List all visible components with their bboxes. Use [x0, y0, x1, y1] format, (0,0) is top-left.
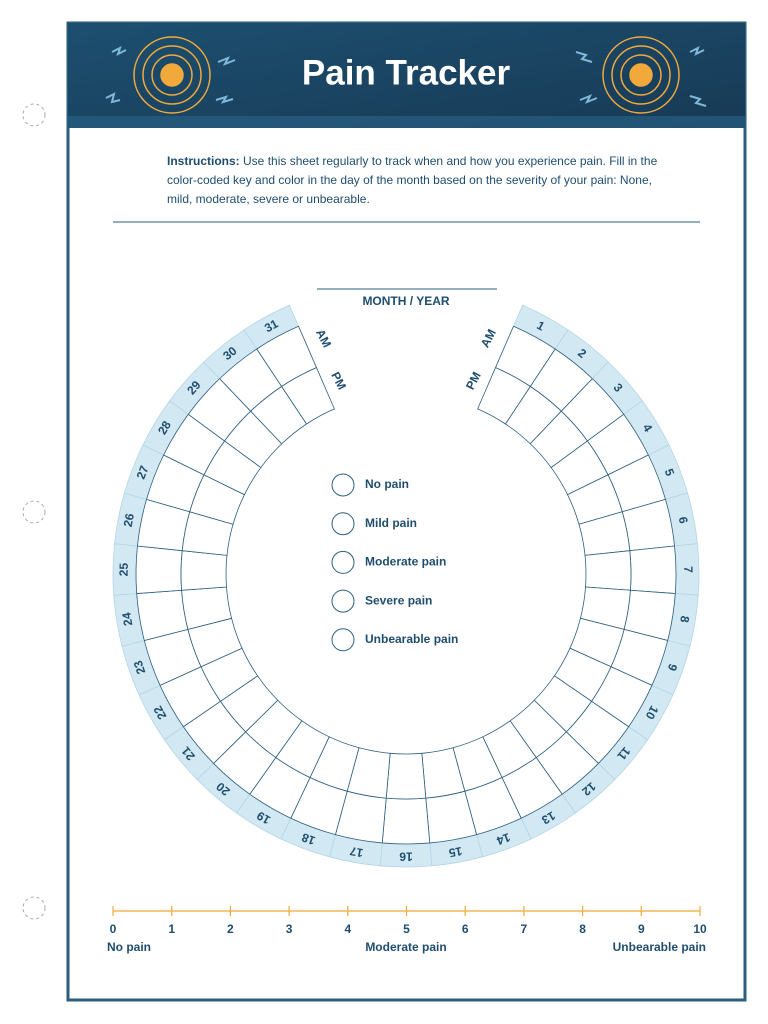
- legend-swatch: [331, 512, 355, 536]
- pm-cell: [584, 550, 632, 591]
- am-cell: [381, 797, 431, 845]
- instructions-label: Instructions:: [167, 154, 240, 168]
- scale-number: 1: [168, 922, 175, 936]
- legend-label: No pain: [365, 477, 409, 491]
- scale-number: 7: [521, 922, 528, 936]
- day-label: 10: [642, 703, 661, 722]
- scale-number: 3: [286, 922, 293, 936]
- scale-label: Unbearable pain: [613, 940, 706, 954]
- day-label: 18: [300, 830, 318, 848]
- day-label: 16: [399, 849, 413, 863]
- day-label: 31: [262, 316, 281, 335]
- day-label: 19: [254, 808, 273, 827]
- day-label: 13: [539, 808, 558, 827]
- instructions: Instructions: Use this sheet regularly t…: [167, 152, 659, 209]
- day-label: 9: [665, 662, 681, 673]
- legend-label: Mild pain: [365, 516, 417, 530]
- hole-punch: [22, 500, 46, 524]
- month-year-label: MONTH / YEAR: [362, 294, 449, 308]
- legend-label: Severe pain: [365, 593, 432, 607]
- hole-punch: [22, 896, 46, 920]
- day-label: 28: [155, 418, 174, 437]
- scale-number: 4: [344, 922, 351, 936]
- am-cell: [135, 545, 183, 594]
- legend-label: Unbearable pain: [365, 632, 458, 646]
- legend-swatch: [331, 589, 355, 613]
- day-label: 22: [150, 703, 169, 722]
- day-ring: 1234567891011121314151617181920212223242…: [112, 304, 700, 868]
- day-label: 17: [348, 844, 364, 860]
- legend-swatch: [331, 550, 355, 574]
- scale-number: 8: [579, 922, 586, 936]
- legend: No pain Mild pain Moderate pain Severe pain…: [331, 473, 458, 652]
- day-label: 23: [131, 658, 149, 676]
- day-label: 26: [121, 512, 137, 528]
- header-decor: [133, 36, 680, 114]
- scale-number: 2: [227, 922, 234, 936]
- scale-number: 5: [403, 922, 410, 936]
- day-label: 8: [677, 615, 692, 624]
- day-label: 7: [681, 566, 695, 573]
- day-label: 15: [447, 844, 463, 860]
- legend-swatch: [331, 473, 355, 497]
- day-label: 6: [676, 516, 691, 526]
- am-cell: [629, 545, 677, 594]
- pm-cell: [385, 752, 427, 800]
- day-label: 25: [117, 562, 131, 576]
- hole-punch: [22, 103, 46, 127]
- day-label: 5: [662, 467, 678, 479]
- pm-cell: [180, 550, 228, 591]
- scale-label: Moderate pain: [365, 940, 446, 954]
- lightning-icons: [105, 46, 707, 107]
- legend-swatch: [331, 628, 355, 652]
- title: Pain Tracker: [302, 53, 511, 92]
- scale-number: 0: [110, 922, 117, 936]
- pain-scale: 0 1 2 3 4 5 6 7 8 9 10 No pain Moderate pain Unbearab…: [107, 906, 707, 954]
- legend-label: Moderate pain: [365, 555, 446, 569]
- day-label: 14: [495, 830, 513, 848]
- scale-number: 10: [693, 922, 707, 936]
- scale-label: No pain: [107, 940, 151, 954]
- day-label: 24: [119, 611, 135, 627]
- instructions-text: Use this sheet regularly to track when a…: [167, 154, 658, 206]
- scale-number: 9: [638, 922, 645, 936]
- header-stripe: [68, 116, 745, 128]
- day-label: 27: [134, 463, 152, 481]
- scale-number: 6: [462, 922, 469, 936]
- pm-cell: [281, 367, 335, 425]
